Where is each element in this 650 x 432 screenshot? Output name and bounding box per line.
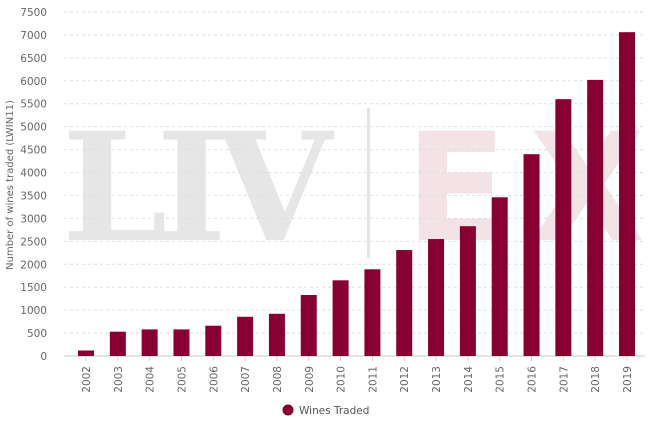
- x-tick-label: 2011: [367, 366, 379, 393]
- bar-2005: [173, 329, 190, 356]
- x-tick-label: 2019: [622, 366, 634, 393]
- bar-2018: [587, 79, 604, 357]
- y-tick-label: 5000: [20, 122, 47, 134]
- y-tick-label: 0: [40, 351, 47, 363]
- y-tick-label: 2000: [20, 259, 47, 271]
- x-tick-label: 2014: [463, 366, 475, 393]
- y-tick-label: 7500: [20, 7, 47, 19]
- y-axis-label: Number of wines traded (LWIN11): [5, 100, 16, 270]
- y-tick-label: 4000: [20, 168, 47, 180]
- y-tick-label: 3000: [20, 213, 47, 225]
- legend-label: Wines Traded: [299, 405, 369, 417]
- y-tick-label: 3500: [20, 190, 47, 202]
- svg-text:LIV: LIV: [62, 100, 335, 276]
- x-tick-label: 2008: [272, 366, 284, 393]
- y-tick-label: 4500: [20, 145, 47, 157]
- x-tick-label: 2003: [113, 366, 125, 393]
- x-tick-label: 2013: [431, 366, 443, 393]
- y-tick-label: 500: [27, 328, 47, 340]
- x-tick-label: 2012: [399, 366, 411, 393]
- bar-2008: [268, 313, 285, 356]
- bar-2007: [237, 316, 254, 356]
- x-tick-label: 2005: [176, 366, 188, 393]
- x-tick-label: 2007: [240, 366, 252, 393]
- bar-2013: [428, 239, 445, 356]
- y-tick-label: 2500: [20, 236, 47, 248]
- x-tick-label: 2015: [495, 366, 507, 393]
- y-tick-label: 7000: [20, 30, 47, 42]
- y-tick-label: 1500: [20, 282, 47, 294]
- bar-2019: [619, 32, 635, 356]
- y-tick-label: 6000: [20, 76, 47, 88]
- bar-2003: [109, 331, 126, 356]
- y-tick-label: 1000: [20, 305, 47, 317]
- x-tick-label: 2002: [81, 366, 93, 393]
- x-tick-label: 2009: [304, 366, 316, 393]
- bar-2010: [332, 280, 349, 356]
- x-tick-label: 2018: [590, 366, 602, 393]
- legend[interactable]: Wines Traded: [282, 404, 370, 418]
- x-tick-label: 2010: [336, 366, 348, 393]
- legend-marker: [282, 404, 294, 416]
- bar-2016: [523, 154, 540, 356]
- x-tick-label: 2004: [145, 366, 157, 393]
- bar-2006: [205, 325, 222, 356]
- y-tick-label: 6500: [20, 53, 47, 65]
- y-tick-label: 5500: [20, 99, 47, 111]
- bar-2004: [141, 329, 158, 356]
- x-tick-label: 2016: [527, 366, 539, 393]
- bar-2014: [459, 226, 476, 356]
- bar-2011: [364, 269, 381, 356]
- bar-2012: [396, 250, 413, 356]
- bar-2015: [491, 197, 508, 356]
- bar-2002: [78, 350, 94, 356]
- x-tick-label: 2017: [558, 366, 570, 393]
- bar-2017: [555, 99, 572, 356]
- bar-2009: [300, 294, 317, 356]
- x-tick-label: 2006: [208, 366, 220, 393]
